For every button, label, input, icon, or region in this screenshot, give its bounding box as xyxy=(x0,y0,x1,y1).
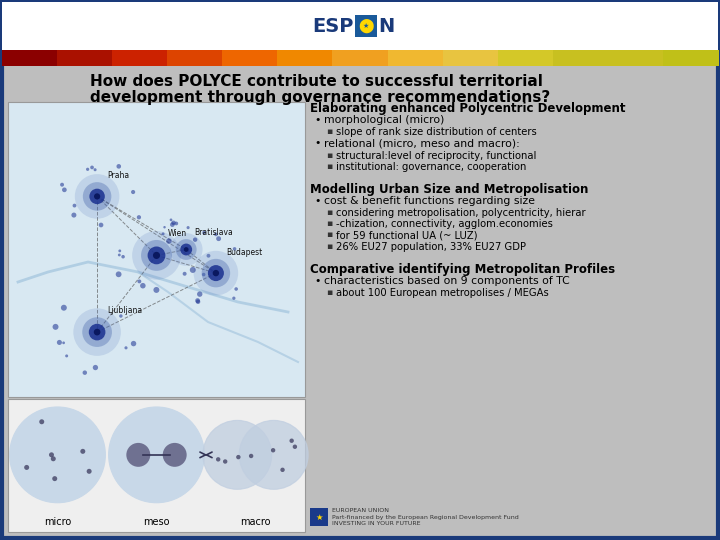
Bar xyxy=(333,50,388,66)
Bar xyxy=(387,50,443,66)
Text: ▪: ▪ xyxy=(326,288,332,297)
Text: considering metropolisation, polycentricity, hierar: considering metropolisation, polycentric… xyxy=(336,208,585,218)
Circle shape xyxy=(60,183,64,187)
Circle shape xyxy=(161,232,165,235)
Circle shape xyxy=(89,324,105,340)
Circle shape xyxy=(196,300,200,304)
Bar xyxy=(355,15,377,37)
Text: ▪: ▪ xyxy=(326,231,332,239)
Circle shape xyxy=(118,254,121,256)
Circle shape xyxy=(202,231,206,234)
Text: Budapest: Budapest xyxy=(226,248,262,257)
Text: ▪: ▪ xyxy=(326,151,332,159)
Circle shape xyxy=(119,314,122,318)
Circle shape xyxy=(62,341,65,344)
Circle shape xyxy=(61,305,67,310)
Bar xyxy=(57,50,112,66)
Circle shape xyxy=(132,231,181,280)
Circle shape xyxy=(293,444,297,449)
Bar xyxy=(608,50,663,66)
Circle shape xyxy=(233,247,236,251)
Circle shape xyxy=(216,457,220,462)
Circle shape xyxy=(239,420,308,489)
Bar xyxy=(443,50,498,66)
Circle shape xyxy=(202,273,205,276)
Text: ⬤: ⬤ xyxy=(359,19,374,33)
Text: •: • xyxy=(314,276,320,286)
Circle shape xyxy=(183,272,186,276)
Circle shape xyxy=(118,249,121,252)
Bar xyxy=(8,102,305,397)
Circle shape xyxy=(195,298,200,303)
Circle shape xyxy=(99,222,104,227)
Text: ▪: ▪ xyxy=(326,161,332,171)
Text: morphological (micro): morphological (micro) xyxy=(324,115,444,125)
Text: •: • xyxy=(314,196,320,206)
Circle shape xyxy=(138,279,141,284)
Text: slope of rank size distribution of centers: slope of rank size distribution of cente… xyxy=(336,127,536,137)
Text: Ljubljana: Ljubljana xyxy=(107,306,143,315)
Circle shape xyxy=(197,292,202,297)
Circle shape xyxy=(140,283,145,288)
Circle shape xyxy=(212,270,219,276)
Circle shape xyxy=(73,204,76,207)
Circle shape xyxy=(170,219,172,221)
Circle shape xyxy=(75,174,120,219)
Text: ★: ★ xyxy=(363,23,369,29)
Circle shape xyxy=(73,308,121,356)
Circle shape xyxy=(236,455,240,460)
Circle shape xyxy=(194,251,238,295)
Text: development through governance recommendations?: development through governance recommend… xyxy=(90,90,550,105)
Text: N: N xyxy=(378,17,395,36)
Circle shape xyxy=(203,420,271,489)
Circle shape xyxy=(62,187,67,192)
Bar xyxy=(8,399,305,532)
Circle shape xyxy=(190,267,196,273)
Circle shape xyxy=(184,247,189,252)
Circle shape xyxy=(148,246,166,264)
Circle shape xyxy=(180,244,192,255)
Text: Modelling Urban Size and Metropolisation: Modelling Urban Size and Metropolisation xyxy=(310,183,588,196)
Circle shape xyxy=(223,460,228,464)
Circle shape xyxy=(86,168,89,171)
Text: institutional: governance, cooperation: institutional: governance, cooperation xyxy=(336,161,526,172)
Circle shape xyxy=(170,233,202,266)
Text: ★: ★ xyxy=(315,512,323,522)
Circle shape xyxy=(137,215,141,219)
Circle shape xyxy=(116,272,122,277)
Text: Comparative identifying Metropolitan Profiles: Comparative identifying Metropolitan Pro… xyxy=(310,263,615,276)
Text: ▪: ▪ xyxy=(326,127,332,136)
Circle shape xyxy=(186,226,189,229)
Text: Elaborating enhanced Polycentric Development: Elaborating enhanced Polycentric Develop… xyxy=(310,102,626,115)
Circle shape xyxy=(89,188,105,204)
Circle shape xyxy=(235,287,238,291)
Circle shape xyxy=(249,454,253,458)
Text: •: • xyxy=(314,138,320,149)
Circle shape xyxy=(53,324,58,330)
Text: •: • xyxy=(314,115,320,125)
Bar xyxy=(553,50,608,66)
Circle shape xyxy=(289,438,294,443)
Circle shape xyxy=(51,456,55,461)
Circle shape xyxy=(71,213,76,218)
Circle shape xyxy=(208,265,224,281)
Bar xyxy=(663,50,719,66)
Bar xyxy=(310,508,328,526)
Circle shape xyxy=(90,166,94,169)
Bar xyxy=(277,50,333,66)
Circle shape xyxy=(93,365,98,370)
Circle shape xyxy=(174,221,178,225)
Text: 26% EU27 population, 33% EU27 GDP: 26% EU27 population, 33% EU27 GDP xyxy=(336,241,526,252)
Circle shape xyxy=(83,370,87,375)
Text: -chization, connectivity, agglom.economies: -chization, connectivity, agglom.economi… xyxy=(336,219,553,230)
Circle shape xyxy=(117,164,121,168)
Circle shape xyxy=(216,236,221,241)
Text: characteristics based on 9 components of TC: characteristics based on 9 components of… xyxy=(324,276,570,286)
Bar xyxy=(112,50,168,66)
Circle shape xyxy=(141,240,172,271)
Text: Bratislava: Bratislava xyxy=(194,228,233,237)
Circle shape xyxy=(193,238,197,242)
Bar xyxy=(167,50,222,66)
Circle shape xyxy=(81,449,85,454)
